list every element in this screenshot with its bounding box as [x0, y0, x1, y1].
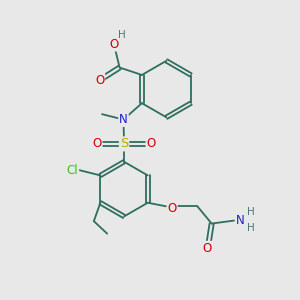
Text: O: O — [167, 202, 177, 215]
Text: S: S — [120, 137, 128, 150]
Text: O: O — [95, 74, 104, 87]
Text: O: O — [92, 137, 101, 150]
Text: H: H — [247, 207, 255, 217]
Text: N: N — [236, 214, 245, 227]
Text: O: O — [202, 242, 212, 255]
Text: O: O — [147, 137, 156, 150]
Text: O: O — [109, 38, 118, 50]
Text: H: H — [118, 30, 126, 40]
Text: H: H — [247, 223, 255, 233]
Text: Cl: Cl — [67, 164, 78, 177]
Text: N: N — [119, 113, 128, 126]
